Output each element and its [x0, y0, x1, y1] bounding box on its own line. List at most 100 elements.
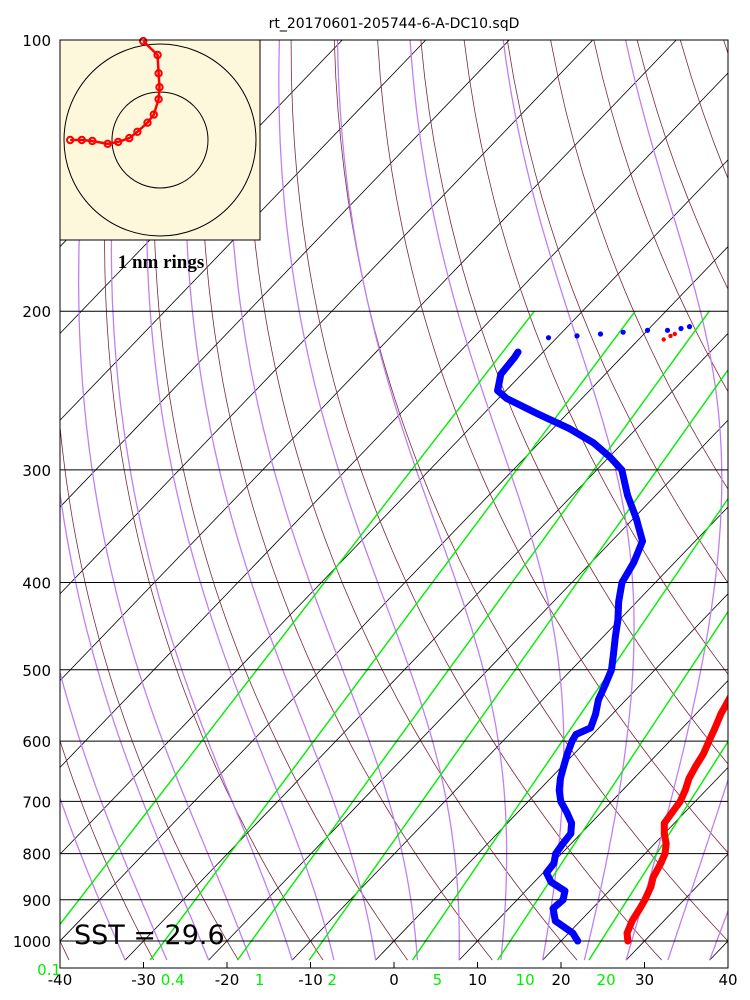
dewpoint-profile-point: [543, 869, 550, 877]
dewpoint-profile-point: [606, 453, 613, 460]
hodograph-point: [66, 135, 75, 145]
dry-adiabat-line: [60, 940, 70, 961]
dewpoint-profile-point: [561, 887, 569, 895]
hodograph-point: [133, 127, 142, 137]
isotherm-line: [60, 159, 728, 855]
dewpoint-profile-point: [590, 439, 597, 447]
sst-label: SST = 29.6: [74, 920, 225, 951]
temperature-profile-point: [657, 859, 665, 867]
isotherm-line: [60, 40, 677, 682]
dewpoint-profile-point: [595, 696, 602, 704]
dry-adiabat-line: [377, 40, 728, 854]
dry-adiabat-line: [104, 40, 324, 961]
dewpoint-profile-point: [494, 387, 501, 394]
dry-adiabat-line: [506, 40, 728, 584]
dewpoint-profile-line: [494, 348, 646, 945]
isotherm-line: [0, 40, 8, 960]
temperature-profile-point: [668, 809, 676, 816]
dewpoint-profile-point: [551, 917, 559, 925]
temperature-profile-point: [628, 917, 636, 925]
temperature-profile-point: [692, 763, 699, 770]
moist-adiabat-line: [145, 40, 335, 961]
temperature-tick-label: -40: [48, 971, 73, 989]
temperature-profile-point: [624, 937, 632, 945]
dewpoint-profile-point: [574, 937, 582, 945]
dewpoint-profile-point: [572, 731, 580, 738]
moist-adiabat-line: [60, 40, 210, 961]
isotherm-line: [542, 766, 728, 961]
dry-adiabat-line: [420, 40, 728, 765]
moist-adiabat-line: [278, 40, 460, 961]
isotherm-line: [60, 72, 728, 768]
temperature-profile-point: [734, 682, 741, 689]
mixing-ratio-label: 0.4: [161, 971, 185, 989]
hodograph-point: [114, 137, 123, 147]
moist-adiabat-line: [667, 777, 728, 961]
temperature-profile-point: [700, 750, 707, 758]
dry-adiabat-line: [636, 40, 728, 291]
dewpoint-profile-point: [608, 666, 615, 674]
dewpoint-profile-point: [547, 878, 555, 886]
mixing-ratio-line: [236, 310, 710, 961]
temperature-profile-point: [662, 840, 670, 848]
pressure-tick-label: 600: [22, 733, 51, 751]
temperature-profile-point: [741, 666, 748, 673]
dry-adiabat-line: [679, 40, 728, 180]
isotherm-line: [291, 506, 728, 961]
dewpoint-profile-point: [559, 840, 567, 848]
dewpoint-upper-dot: [597, 331, 604, 337]
mixing-ratio-label: 10: [516, 971, 535, 989]
moist-adiabat-line: [502, 40, 635, 961]
temperature-profile-point: [660, 819, 668, 827]
isotherm-line: [458, 680, 728, 961]
dewpoint-profile-point: [618, 579, 626, 586]
isotherm-line: [208, 419, 728, 961]
dewpoint-profile-point: [618, 466, 626, 474]
temperature-upper-mark: [672, 331, 677, 337]
hodograph-point: [154, 95, 163, 104]
dewpoint-profile-point: [563, 809, 571, 816]
mixing-ratio-label: 2: [327, 971, 337, 989]
dewpoint-profile-point: [563, 750, 571, 758]
moist-adiabat-line: [708, 909, 728, 961]
dewpoint-profile-point: [549, 905, 557, 912]
dry-adiabat-line: [60, 40, 239, 961]
dewpoint-profile-point: [503, 395, 511, 402]
hodograph-ring: [63, 43, 257, 237]
temperature-profile-line: [623, 693, 728, 945]
mixing-ratio-line: [60, 310, 535, 926]
chart-title: rt_20170601-205744-6-A-DC10.sqD: [269, 16, 520, 32]
mixing-ratio-label: 20: [597, 971, 616, 989]
temperature-profile-point: [660, 830, 668, 837]
pressure-tick-label: 400: [22, 575, 51, 593]
dewpoint-upper-dot: [545, 335, 552, 341]
moist-adiabat-line: [228, 40, 419, 961]
temperature-profile-point: [711, 724, 719, 732]
dewpoint-profile-point: [611, 633, 619, 641]
temperature-profile-point: [647, 883, 655, 890]
mixing-ratio-label: 0.1: [37, 961, 61, 979]
dewpoint-profile-point: [552, 850, 560, 858]
hodograph-point: [149, 110, 159, 119]
mixing-ratio-label: 5: [433, 971, 443, 989]
dewpoint-profile-point: [566, 425, 573, 433]
hodograph-inset: [59, 36, 261, 241]
temperature-profile-point: [681, 786, 689, 794]
hodograph-point: [155, 83, 164, 92]
dewpoint-profile-point: [614, 616, 622, 624]
temperature-tick-label: 10: [468, 971, 487, 989]
moist-adiabat-line: [336, 40, 508, 961]
dewpoint-profile-point: [630, 559, 638, 566]
hodograph-point: [77, 135, 87, 145]
temperature-tick-label: 20: [551, 971, 570, 989]
temperature-profile-point: [685, 775, 693, 782]
mixing-ratio-line: [497, 610, 728, 961]
dry-adiabat-line: [333, 40, 728, 942]
dry-adiabat-line: [463, 40, 728, 675]
dry-adiabat-line: [246, 40, 578, 961]
dewpoint-profile-point: [550, 859, 558, 867]
dry-adiabat-line: [290, 40, 662, 961]
temperature-tick-label: -30: [131, 971, 156, 989]
dewpoint-profile-point: [559, 896, 567, 904]
isotherm-line: [60, 40, 427, 421]
